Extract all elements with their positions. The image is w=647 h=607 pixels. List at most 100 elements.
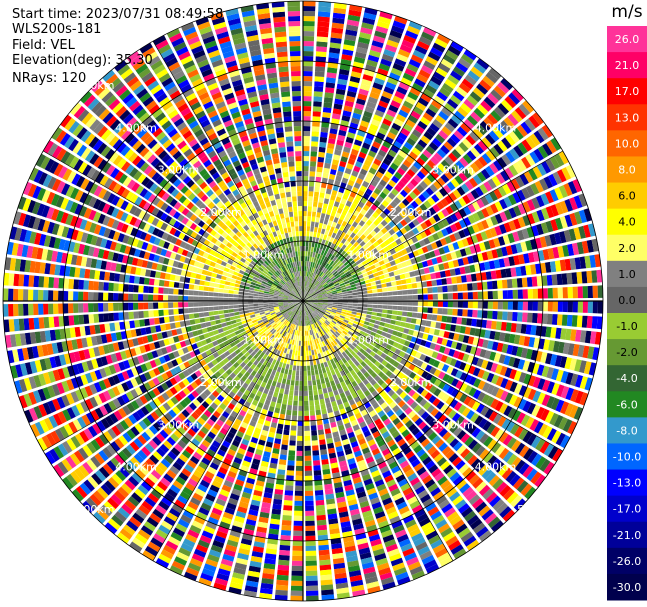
ppi-gate bbox=[420, 116, 431, 126]
ppi-gate bbox=[376, 215, 384, 223]
ppi-gate bbox=[392, 447, 401, 456]
ppi-gate bbox=[320, 362, 325, 369]
ppi-gate bbox=[458, 57, 471, 69]
ppi-gate bbox=[522, 465, 534, 478]
ppi-gate bbox=[317, 363, 322, 370]
ppi-gate bbox=[315, 281, 320, 286]
ppi-gate bbox=[289, 440, 296, 446]
ppi-gate bbox=[402, 72, 415, 82]
ppi-gate bbox=[303, 126, 311, 132]
ppi-gate bbox=[459, 266, 466, 275]
ppi-gate bbox=[326, 498, 336, 505]
ppi-gate bbox=[303, 61, 314, 67]
ppi-gate bbox=[344, 484, 354, 492]
ppi-gate bbox=[350, 419, 358, 427]
ppi-gate bbox=[454, 175, 464, 185]
ppi-gate bbox=[504, 367, 513, 378]
ppi-gate bbox=[379, 525, 391, 534]
ppi-gate bbox=[510, 178, 521, 190]
ppi-gate bbox=[339, 225, 345, 232]
ppi-gate bbox=[391, 122, 402, 132]
ppi-gate bbox=[338, 387, 344, 394]
ppi-gate bbox=[380, 264, 387, 270]
ppi-gate bbox=[361, 385, 368, 393]
ppi-gate bbox=[360, 339, 366, 345]
ppi-gate bbox=[312, 121, 320, 127]
ppi-gate bbox=[497, 157, 508, 169]
ppi-gate bbox=[295, 345, 299, 351]
ppi-gate bbox=[370, 426, 378, 434]
ppi-gate bbox=[311, 278, 315, 284]
ppi-gate bbox=[453, 130, 464, 141]
ppi-gate bbox=[457, 292, 463, 300]
ppi-gate bbox=[332, 318, 338, 323]
ppi-gate bbox=[437, 221, 445, 230]
ppi-gate bbox=[321, 383, 327, 389]
ppi-gate bbox=[377, 304, 383, 309]
ppi-gate bbox=[471, 497, 484, 509]
ppi-gate bbox=[528, 115, 540, 129]
ppi-gate bbox=[329, 274, 334, 279]
ppi-gate bbox=[333, 103, 343, 110]
ppi-gate bbox=[326, 77, 336, 84]
ppi-gate bbox=[540, 351, 548, 364]
ppi-gate bbox=[430, 170, 440, 180]
ppi-gate bbox=[428, 226, 436, 234]
ppi-gate bbox=[522, 301, 528, 311]
ppi-gate bbox=[283, 505, 293, 511]
ppi-gate bbox=[356, 231, 363, 238]
ppi-gate bbox=[307, 296, 313, 300]
ppi-gate bbox=[310, 307, 315, 312]
ppi-gate bbox=[456, 276, 462, 284]
ppi-gate bbox=[516, 189, 526, 202]
ppi-gate bbox=[317, 384, 322, 390]
ppi-gate bbox=[344, 390, 351, 397]
ppi-gate bbox=[542, 379, 551, 392]
ppi-gate bbox=[319, 318, 325, 324]
ppi-gate bbox=[335, 491, 345, 499]
ppi-gate bbox=[347, 295, 353, 299]
ppi-gate bbox=[306, 287, 309, 292]
ppi-gate bbox=[382, 296, 388, 301]
ppi-gate bbox=[437, 301, 443, 307]
ppi-gate bbox=[306, 261, 309, 267]
ppi-gate bbox=[467, 283, 473, 291]
ppi-gate bbox=[516, 124, 528, 137]
ppi-gate bbox=[307, 298, 313, 300]
ppi-gate bbox=[392, 301, 398, 305]
ppi-gate bbox=[591, 316, 598, 329]
ppi-gate bbox=[472, 212, 481, 222]
ppi-gate bbox=[342, 385, 349, 392]
ppi-gate bbox=[391, 392, 399, 401]
ppi-gate bbox=[331, 288, 337, 292]
ppi-gate bbox=[498, 464, 509, 477]
ppi-gate bbox=[388, 461, 398, 470]
ppi-gate bbox=[350, 350, 356, 357]
ppi-gate bbox=[571, 272, 578, 284]
ppi-gate bbox=[339, 282, 345, 287]
ppi-gate bbox=[428, 464, 439, 474]
ppi-gate bbox=[292, 370, 296, 376]
ppi-gate bbox=[316, 291, 322, 295]
ppi-gate bbox=[424, 327, 431, 334]
ppi-gate bbox=[394, 275, 401, 281]
ppi-gate bbox=[412, 330, 419, 337]
ppi-gate bbox=[343, 401, 350, 408]
ppi-gate bbox=[397, 438, 406, 447]
ppi-gate bbox=[567, 343, 575, 356]
ppi-gate bbox=[455, 145, 465, 156]
ppi-gate bbox=[303, 141, 310, 147]
ppi-gate bbox=[472, 87, 485, 99]
ppi-gate bbox=[328, 133, 337, 140]
ppi-gate bbox=[350, 232, 356, 239]
ppi-gate bbox=[359, 266, 365, 271]
ppi-gate bbox=[350, 441, 359, 448]
ppi-gate bbox=[332, 431, 340, 438]
ppi-gate bbox=[584, 255, 592, 269]
ppi-gate bbox=[342, 294, 348, 297]
ppi-gate bbox=[422, 347, 429, 355]
ppi-gate bbox=[491, 442, 502, 454]
ppi-gate bbox=[372, 402, 380, 410]
ppi-gate bbox=[548, 173, 558, 187]
ppi-gate bbox=[373, 272, 379, 278]
